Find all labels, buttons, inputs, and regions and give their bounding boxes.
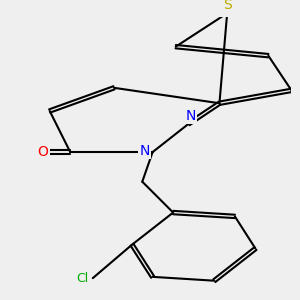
Text: N: N	[140, 144, 150, 158]
Text: N: N	[186, 109, 196, 123]
Text: O: O	[38, 145, 48, 159]
Text: Cl: Cl	[77, 272, 89, 285]
Text: S: S	[223, 0, 232, 12]
